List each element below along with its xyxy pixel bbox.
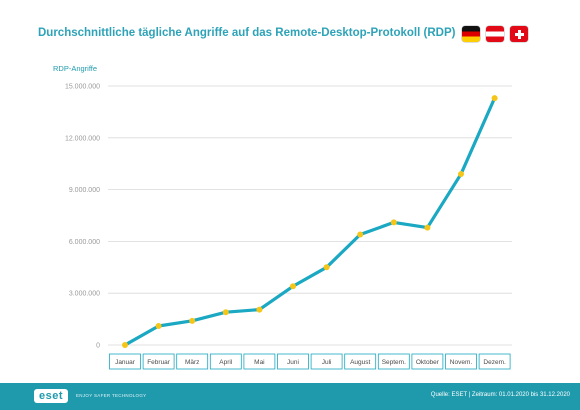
line-chart: RDP-Angriffe 0 3.000.000 6.000.000 9.000.00…: [53, 64, 512, 370]
eset-tagline: ENJOY SAFER TECHNOLOGY: [76, 393, 147, 398]
data-point: [424, 224, 431, 231]
chart-title: Durchschnittliche tägliche Angriffe auf …: [38, 27, 456, 39]
eset-logo: eset: [34, 389, 69, 403]
data-point: [222, 309, 229, 316]
x-tick-label: Februar: [147, 359, 171, 366]
footer-bar: eset ENJOY SAFER TECHNOLOGY Quelle: ESET…: [0, 383, 580, 410]
data-point: [323, 264, 330, 271]
y-tick-label: 12.000.000: [65, 135, 100, 142]
x-tick-box: [344, 353, 377, 370]
flag-austria-icon: [486, 26, 504, 42]
x-tick-box: [478, 353, 511, 370]
y-tick-label: 0: [96, 343, 100, 350]
data-point: [491, 95, 498, 102]
x-tick-box: [445, 353, 477, 370]
x-tick-box: [142, 353, 175, 370]
data-point: [357, 231, 364, 238]
x-tick-label: Septem.: [382, 359, 406, 366]
x-tick-box: [109, 353, 141, 370]
data-point: [458, 171, 464, 178]
x-tick-label: Juli: [322, 359, 332, 366]
x-tick-box: [310, 353, 343, 370]
x-tick-box: [411, 353, 444, 370]
x-tick-label: August: [350, 359, 370, 366]
flag-germany-icon: [462, 26, 480, 42]
x-tick-label: Oktober: [416, 359, 440, 366]
flag-group: [462, 26, 528, 42]
data-point: [390, 219, 397, 226]
x-tick-box: [377, 353, 410, 370]
x-tick-label: Juni: [287, 359, 299, 366]
y-axis-label: RDP-Angriffe: [53, 64, 97, 73]
x-tick-label: März: [185, 359, 199, 366]
x-tick-box: [277, 353, 309, 370]
x-tick-label: Novem.: [450, 359, 473, 366]
x-tick-label: April: [219, 359, 233, 366]
data-point: [189, 317, 196, 324]
flag-switzerland-icon: [510, 26, 528, 42]
x-tick-label: Dezem.: [483, 359, 506, 366]
y-tick-label: 6.000.000: [69, 239, 100, 246]
data-point: [256, 306, 263, 313]
source-note: Quelle: ESET | Zeitraum: 01.01.2020 bis …: [430, 392, 570, 398]
y-tick-label: 15.000.000: [65, 84, 100, 91]
y-tick-label: 9.000.000: [69, 187, 100, 194]
x-tick-box: [209, 353, 242, 370]
data-point: [290, 283, 296, 290]
x-tick-label: Januar: [115, 359, 136, 366]
x-tick-box: [243, 353, 276, 370]
series-line: [123, 96, 497, 347]
data-point: [155, 323, 162, 330]
data-point: [122, 342, 128, 348]
x-tick-label: Mai: [254, 359, 264, 366]
x-tick-box: [176, 353, 209, 370]
y-tick-label: 3.000.000: [69, 291, 100, 298]
